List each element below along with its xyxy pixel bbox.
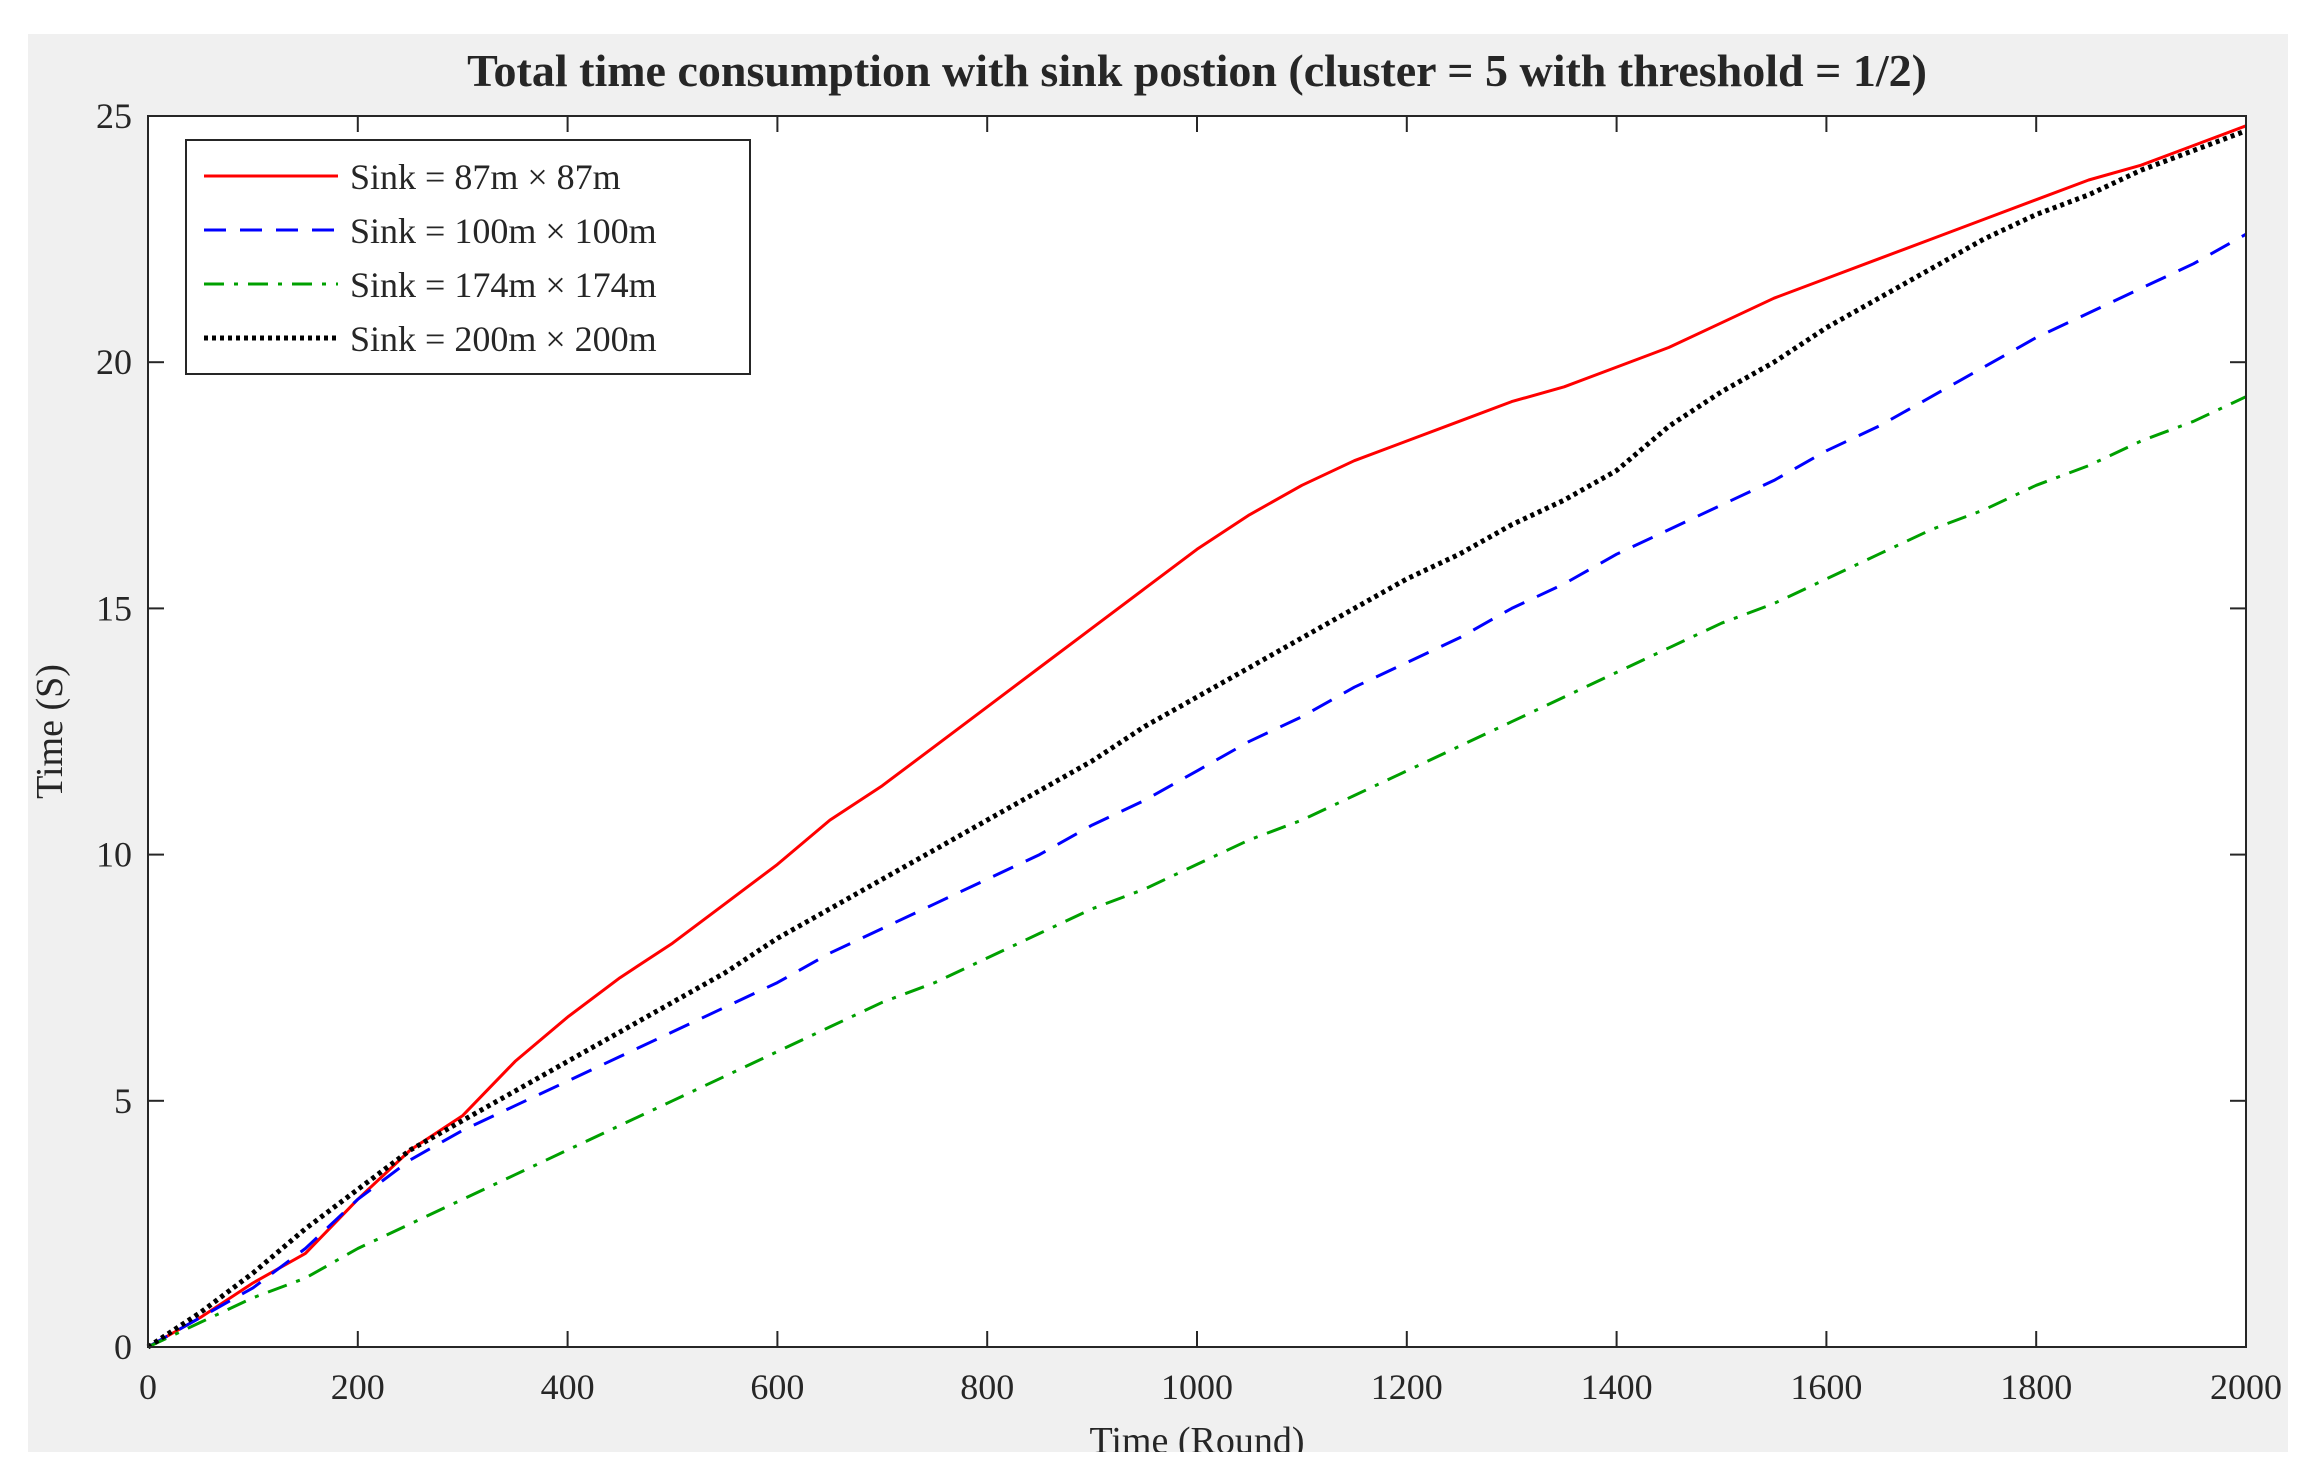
y-tick-label: 20: [96, 342, 132, 382]
series-line-3: [147, 395, 2247, 1349]
y-axis-label: Time (S): [29, 664, 71, 799]
x-tick-label: 1200: [1371, 1367, 1443, 1407]
x-tick-label: 600: [750, 1367, 804, 1407]
x-tick-label: 200: [331, 1367, 385, 1407]
x-tick-label: 0: [139, 1367, 157, 1407]
legend-label-1: Sink = 87m × 87m: [350, 157, 621, 197]
x-tick-label: 1400: [1581, 1367, 1653, 1407]
series-line-1: [147, 124, 2247, 1349]
x-tick-label: 800: [960, 1367, 1014, 1407]
x-tick-label: 1800: [2000, 1367, 2072, 1407]
axis-ticks: 0 200 400 600 800 1000 1200 1400 1600 1800 2000 0 5 1…: [96, 96, 2282, 1407]
y-tick-label: 15: [96, 588, 132, 628]
legend-label-4: Sink = 200m × 200m: [350, 319, 657, 359]
figure-background: Total time consumption with sink postion…: [28, 34, 2288, 1452]
y-tick-label: 10: [96, 835, 132, 875]
legend-label-3: Sink = 174m × 174m: [350, 265, 657, 305]
x-tick-label: 400: [541, 1367, 595, 1407]
line-chart: Total time consumption with sink postion…: [29, 45, 2282, 1452]
x-tick-label: 1000: [1161, 1367, 1233, 1407]
x-tick-label: 2000: [2210, 1367, 2282, 1407]
legend: Sink = 87m × 87m Sink = 100m × 100m Sink =…: [185, 139, 751, 375]
y-tick-label: 25: [96, 96, 132, 136]
legend-label-2: Sink = 100m × 100m: [350, 211, 657, 251]
y-tick-label: 0: [114, 1327, 132, 1367]
x-axis-label: Time (Round): [1089, 1420, 1304, 1452]
axes-frame: [147, 115, 2247, 1348]
series-line-2: [147, 232, 2247, 1349]
series-line-4: [146, 128, 2247, 1350]
series-layer: [146, 124, 2247, 1350]
x-tick-label: 1600: [1790, 1367, 1862, 1407]
legend-box: [185, 139, 751, 375]
y-tick-label: 5: [114, 1081, 132, 1121]
chart-title: Total time consumption with sink postion…: [467, 45, 1927, 96]
